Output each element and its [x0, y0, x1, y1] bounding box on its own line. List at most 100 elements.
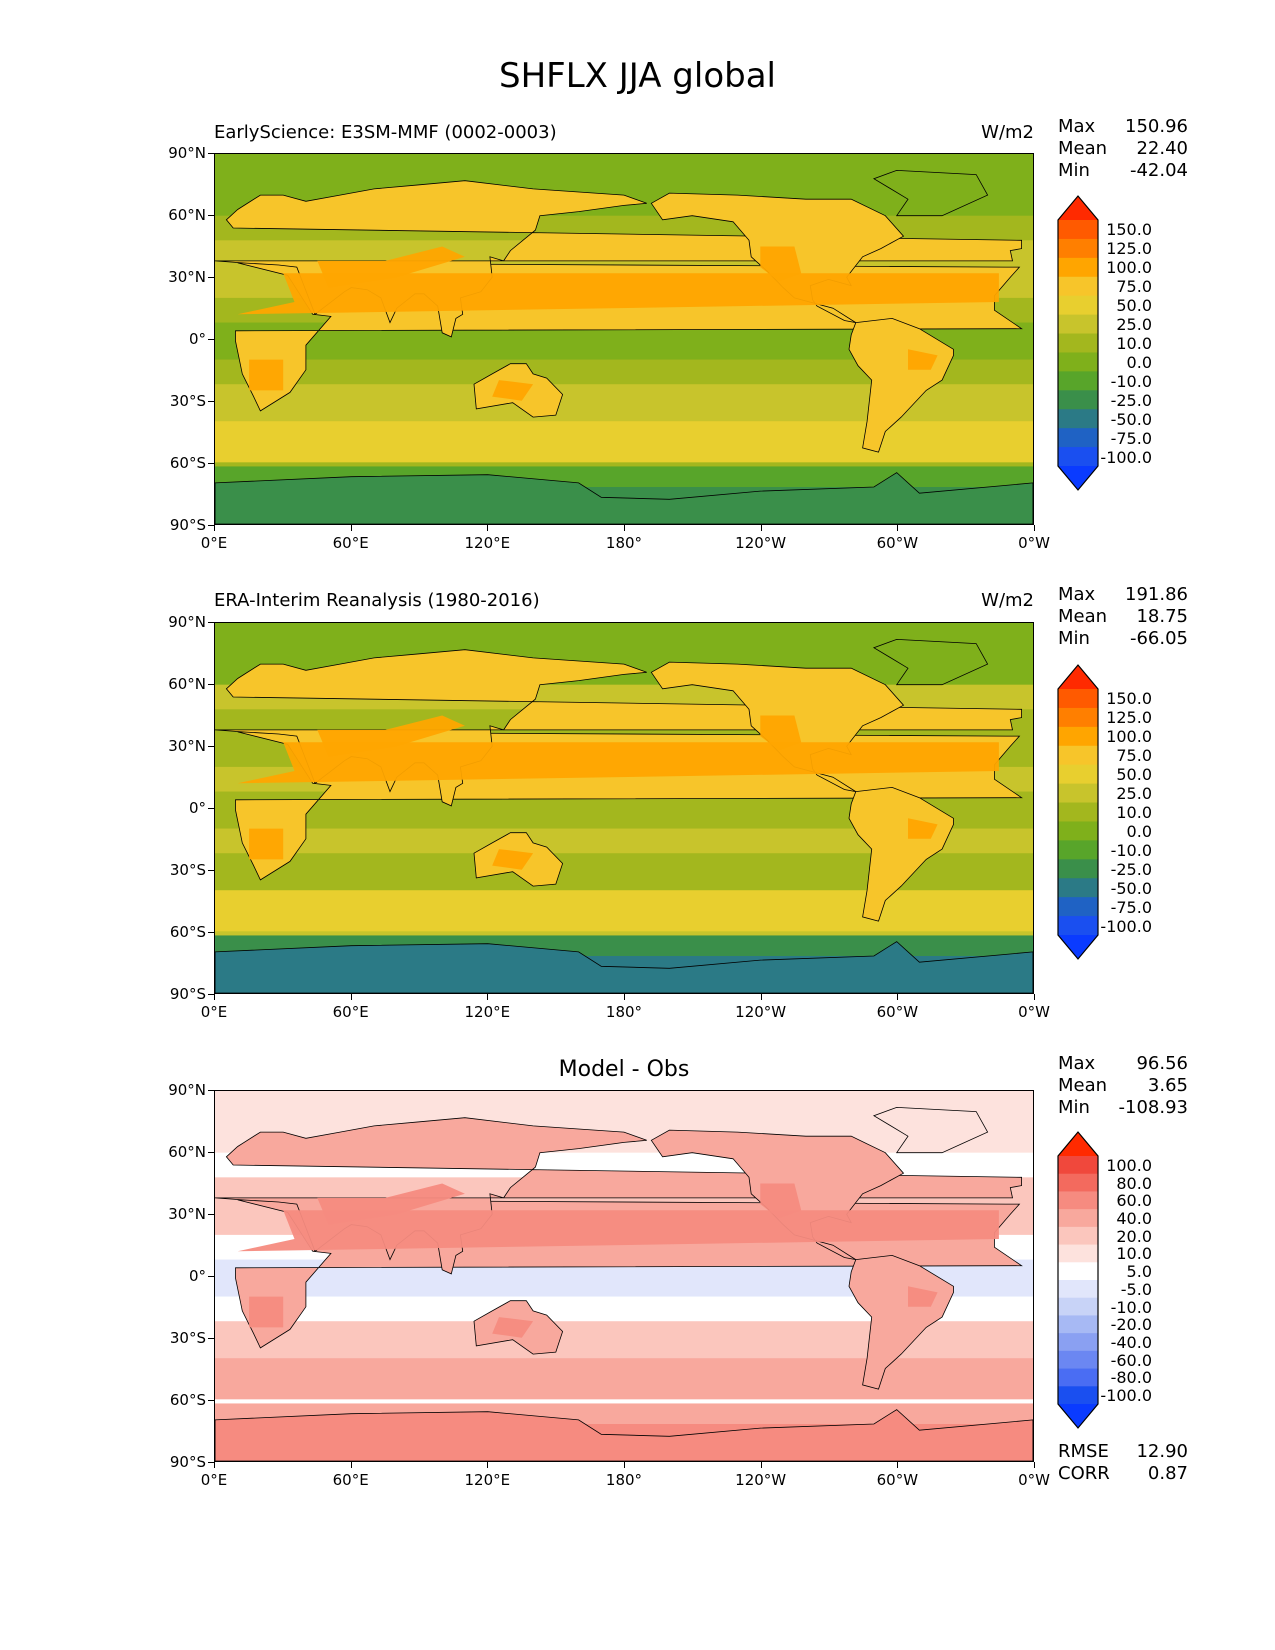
y-tick-label: 30°S [169, 861, 206, 879]
colorbar-tick-label: -60.0 [1110, 1350, 1152, 1370]
colorbar-extend-top [1058, 1132, 1098, 1156]
high-flux-region [249, 1296, 284, 1328]
colorbar-segment [1058, 916, 1098, 936]
colorbar-segment [1058, 276, 1098, 297]
y-tick-mark [208, 746, 214, 747]
panel1-stats: Max 150.96 Mean 22.40 Min -42.04 [1058, 116, 1188, 182]
x-tick-label: 120°W [735, 534, 787, 552]
stat-label: Max [1058, 584, 1096, 605]
stat-row: Mean 22.40 [1058, 138, 1188, 160]
colorbar-tick-label: -10.0 [1110, 1297, 1152, 1317]
colorbar-tick-label: -100.0 [1100, 1386, 1152, 1406]
x-tick-mark [350, 525, 352, 531]
error-stat-row: RMSE 12.90 [1058, 1441, 1188, 1463]
x-tick-mark [897, 994, 899, 1000]
panel3-stats: Max 96.56 Mean 3.65 Min -108.93 [1058, 1053, 1188, 1119]
panel1-units: W/m2 [981, 122, 1034, 143]
x-tick-label: 60°W [876, 1471, 919, 1489]
y-tick-mark [208, 932, 214, 933]
y-tick-mark [208, 1152, 214, 1153]
colorbar-tick-label: 0.0 [1126, 352, 1152, 372]
colorbar-segment [1058, 1297, 1098, 1317]
stat-row: Mean 3.65 [1058, 1075, 1188, 1097]
colorbar-tick-label: 75.0 [1116, 746, 1152, 766]
colorbar-segment [1058, 257, 1098, 278]
x-tick-mark [350, 994, 352, 1000]
stat-value: 18.75 [1136, 606, 1188, 627]
colorbar-tick-label: -80.0 [1110, 1368, 1152, 1388]
continent-land [848, 786, 954, 922]
colorbar-outline [1057, 195, 1099, 491]
colorbar-tick-label: 80.0 [1116, 1173, 1152, 1193]
colorbar-segment [1058, 1173, 1098, 1193]
high-flux-region [908, 1286, 938, 1307]
colorbar-extend-bottom [1058, 935, 1098, 959]
y-tick-label: 60°S [169, 923, 206, 941]
x-tick-mark [1034, 525, 1035, 531]
stat-row: Min -66.05 [1058, 628, 1188, 650]
colorbar-tick-label: -10.0 [1110, 371, 1152, 391]
error-stat-value: 12.90 [1136, 1441, 1188, 1462]
colorbar-segment [1058, 840, 1098, 860]
x-tick-label: 60°W [876, 1003, 919, 1021]
stat-value: 150.96 [1125, 116, 1188, 137]
x-tick-label: 120°W [735, 1003, 787, 1021]
x-tick-mark [487, 994, 489, 1000]
colorbar-tick-label: -10.0 [1110, 840, 1152, 860]
y-tick-mark [208, 1462, 214, 1463]
y-tick-label: 90°S [169, 985, 206, 1003]
colorbar-segment [1058, 707, 1098, 728]
colorbar-extend-bottom [1058, 466, 1098, 490]
y-tick-label: 30°N [168, 268, 206, 286]
stat-row: Max 150.96 [1058, 116, 1188, 138]
colorbar-segment [1058, 333, 1098, 354]
y-tick-mark [208, 463, 214, 464]
continent-land [872, 169, 989, 217]
x-tick-mark [1034, 994, 1035, 1000]
x-tick-label: 60°E [332, 1471, 369, 1489]
colorbar-graphic [1057, 195, 1099, 491]
figure-title: SHFLX JJA global [499, 56, 776, 96]
colorbar-tick-label: 75.0 [1116, 277, 1152, 297]
stat-value: -42.04 [1129, 160, 1188, 181]
colorbar-tick-label: -40.0 [1110, 1333, 1152, 1352]
map-field [215, 154, 1033, 524]
colorbar-segment [1058, 878, 1098, 898]
colorbar-segment [1058, 1280, 1098, 1299]
y-tick-label: 90°N [168, 1081, 206, 1099]
colorbar-segment [1058, 859, 1098, 879]
panel3-error-stats: RMSE 12.90 CORR 0.87 [1058, 1441, 1188, 1485]
colorbar-segment [1058, 689, 1098, 709]
colorbar-segment [1058, 371, 1098, 391]
stat-label: Mean [1058, 138, 1108, 159]
panel2-stats: Max 191.86 Mean 18.75 Min -66.05 [1058, 584, 1188, 650]
colorbar-tick-label: 20.0 [1116, 1226, 1152, 1246]
y-tick-label: 90°S [169, 1453, 206, 1471]
y-tick-mark [208, 215, 214, 216]
colorbar-segment [1058, 783, 1098, 804]
stat-value: -108.93 [1118, 1097, 1188, 1118]
x-tick-mark [624, 525, 625, 531]
stat-label: Min [1058, 628, 1090, 649]
high-flux-region [908, 818, 938, 839]
colorbar-segment [1058, 447, 1098, 467]
y-tick-label: 60°N [168, 206, 206, 224]
stat-label: Max [1058, 116, 1096, 137]
colorbar-tick-label: -25.0 [1110, 859, 1152, 879]
stat-row: Max 96.56 [1058, 1053, 1188, 1075]
x-tick-mark [760, 525, 762, 531]
colorbar-tick-label: -20.0 [1110, 1315, 1152, 1335]
continent-land [872, 638, 989, 686]
colorbar-tick-label: 25.0 [1116, 784, 1152, 804]
x-tick-label: 180° [605, 1003, 643, 1021]
colorbar-tick-label: 100.0 [1106, 258, 1152, 278]
stat-value: 3.65 [1147, 1075, 1188, 1096]
y-tick-mark [208, 339, 214, 340]
colorbar-tick-label: 50.0 [1116, 296, 1152, 316]
y-tick-mark [208, 1276, 214, 1277]
stat-row: Min -42.04 [1058, 160, 1188, 182]
panel1-map [214, 153, 1034, 525]
y-tick-label: 30°N [168, 737, 206, 755]
colorbar-tick-label: 50.0 [1116, 765, 1152, 785]
x-tick-label: 0°E [200, 1003, 228, 1021]
